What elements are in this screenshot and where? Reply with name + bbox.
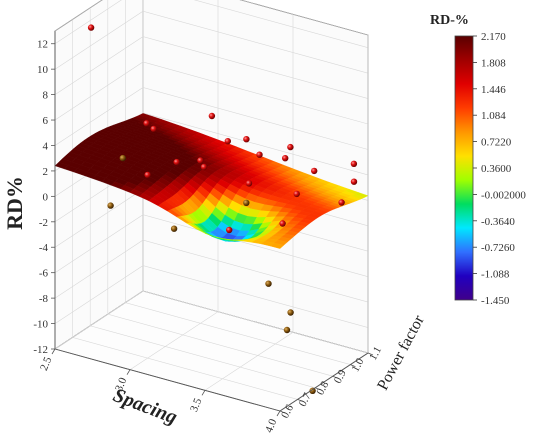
z-tick-label: 2 [43, 166, 49, 178]
color-legend: RD-% 2.170 1.808 1.446 1.084 0.7220 0.3600 -0.… [430, 13, 526, 307]
y-tick-mark [367, 352, 374, 356]
data-point [208, 112, 216, 120]
data-point [173, 158, 180, 166]
data-point [293, 190, 300, 198]
x-axis-ticks: 2.5 3.0 3.5 4.0 [38, 348, 281, 435]
z-tick-label: 10 [37, 64, 49, 76]
y-gridline [107, 0, 333, 377]
z-tick-label: -10 [33, 319, 48, 331]
z-tick-label: -12 [33, 344, 48, 356]
z-tick-label: -4 [39, 242, 49, 254]
legend-label: 1.808 [481, 57, 506, 69]
z-tick-label: -6 [39, 268, 49, 280]
legend-label: 1.446 [481, 84, 506, 96]
y-tick-label: 0.9 [332, 367, 349, 385]
y-tick-mark [315, 387, 321, 391]
data-point [243, 199, 250, 206]
z-tick-label: 8 [43, 90, 49, 102]
x-tick-mark [51, 348, 56, 355]
legend-label: -1.450 [481, 295, 510, 307]
x-tick-mark [276, 410, 281, 417]
y-tick-mark [297, 399, 303, 402]
y-gridline [72, 19, 298, 400]
data-point [200, 163, 208, 171]
data-point [107, 202, 114, 209]
y-tick-mark [350, 364, 356, 367]
data-point [245, 180, 253, 187]
legend-label: -1.088 [481, 269, 510, 281]
y-gridline [142, 0, 369, 354]
data-point [338, 199, 345, 206]
data-point [287, 309, 294, 316]
data-point [265, 280, 272, 287]
z-tick-label: 4 [43, 140, 49, 152]
y-axis-ticks: 0.60.70.80.91.01.1 [279, 345, 384, 421]
x-axis-line [54, 348, 281, 412]
x-tick-label: 4.0 [263, 417, 279, 435]
surface-cell [270, 242, 285, 249]
data-point [226, 226, 233, 234]
legend-label: 1.084 [481, 110, 506, 122]
y-tick-label: 0.6 [279, 402, 296, 420]
x-tick-label: 3.0 [113, 375, 129, 393]
x-tick-label: 2.5 [38, 355, 54, 373]
data-point [282, 155, 289, 162]
z-axis-title: RD% [2, 176, 27, 230]
data-point [350, 178, 358, 185]
z-tick-label: 12 [37, 39, 48, 51]
top-left-edge [54, 0, 103, 32]
data-point [283, 326, 291, 334]
data-point [197, 157, 204, 164]
data-point [311, 167, 318, 175]
data-point [287, 143, 294, 151]
data-point [143, 120, 150, 127]
y-tick-label: 0.8 [314, 379, 331, 397]
y-tick-label: 1.1 [367, 345, 384, 363]
data-point [279, 220, 286, 227]
data-point [144, 171, 151, 179]
y-tick-label: 1.0 [349, 356, 366, 374]
data-point [350, 160, 358, 167]
data-point [224, 138, 231, 145]
data-point [309, 387, 316, 394]
y-axis-line [279, 352, 369, 412]
legend-label: 2.170 [481, 31, 506, 43]
legend-label: -0.7260 [481, 242, 515, 254]
data-point [150, 125, 157, 133]
legend-label: -0.002000 [481, 189, 526, 201]
data-point [119, 154, 127, 162]
top-back-edge [239, 0, 369, 36]
z-axis-ticks: 12 10 8 6 4 2 0 -2 -4 -6 -8 -10 -12 [33, 39, 55, 356]
data-point [256, 151, 263, 158]
z-tick-label: -2 [39, 217, 48, 229]
axis-box-front [54, 0, 369, 412]
legend-title: RD-% [430, 13, 469, 28]
data-point [170, 225, 178, 232]
x-tick-label: 3.5 [188, 396, 204, 414]
x-tick-mark [201, 390, 206, 396]
z-tick-label: -8 [39, 293, 49, 305]
data-points [87, 24, 358, 394]
y-gridline [89, 7, 316, 389]
x-tick-mark [126, 369, 131, 375]
z-tick-label: 0 [43, 191, 49, 203]
data-point [243, 136, 250, 143]
legend-label: 0.7220 [481, 137, 512, 149]
legend-colorbar [454, 35, 474, 301]
y-tick-mark [279, 410, 286, 414]
data-point [87, 24, 95, 31]
y-tick-label: 0.7 [297, 391, 314, 409]
z-tick-label: 6 [43, 115, 49, 127]
y-gridline [125, 0, 351, 365]
y-tick-mark [332, 375, 338, 379]
legend-label: -0.3640 [481, 216, 515, 228]
x-axis-title: Spacing [110, 384, 180, 428]
legend-label: 0.3600 [481, 163, 512, 175]
